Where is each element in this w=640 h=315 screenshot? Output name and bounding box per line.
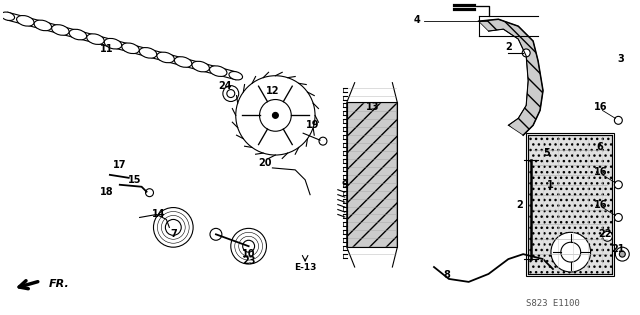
Ellipse shape (157, 52, 174, 63)
Text: 16: 16 (594, 102, 607, 112)
Ellipse shape (17, 15, 34, 26)
Text: FR.: FR. (49, 279, 69, 289)
Ellipse shape (69, 29, 86, 40)
Text: 9: 9 (341, 180, 348, 190)
Text: 20: 20 (259, 158, 272, 168)
Circle shape (223, 86, 239, 101)
Circle shape (231, 228, 266, 264)
Text: 7: 7 (170, 229, 177, 239)
Text: 22: 22 (598, 229, 612, 239)
Text: 3: 3 (617, 54, 624, 64)
FancyBboxPatch shape (526, 133, 614, 276)
Text: E-13: E-13 (294, 263, 316, 272)
Ellipse shape (140, 48, 157, 58)
Ellipse shape (1, 12, 15, 20)
Text: 23: 23 (242, 256, 255, 266)
Ellipse shape (34, 20, 52, 31)
Text: 11: 11 (100, 44, 114, 54)
Ellipse shape (104, 38, 122, 49)
Circle shape (319, 137, 327, 145)
Text: 16: 16 (594, 200, 607, 209)
Circle shape (602, 231, 612, 241)
Polygon shape (479, 19, 543, 135)
Ellipse shape (87, 34, 104, 44)
Circle shape (614, 214, 622, 221)
Circle shape (614, 181, 622, 189)
Text: 15: 15 (128, 175, 141, 185)
Circle shape (154, 208, 193, 247)
Circle shape (620, 251, 625, 257)
Ellipse shape (52, 25, 69, 35)
Text: 10: 10 (242, 249, 255, 259)
Ellipse shape (229, 72, 243, 80)
Circle shape (616, 247, 629, 261)
Circle shape (260, 100, 291, 131)
Text: 2: 2 (516, 200, 523, 209)
Polygon shape (347, 102, 397, 247)
Ellipse shape (175, 57, 192, 67)
Text: 16: 16 (594, 167, 607, 177)
Ellipse shape (209, 66, 227, 77)
Circle shape (210, 228, 222, 240)
Text: 17: 17 (113, 160, 127, 170)
Text: 18: 18 (100, 187, 114, 197)
Text: 12: 12 (266, 86, 279, 95)
Text: 6: 6 (596, 142, 603, 152)
Text: 1: 1 (547, 180, 554, 190)
Ellipse shape (192, 61, 209, 72)
Circle shape (522, 49, 530, 57)
Circle shape (614, 116, 622, 124)
Text: 14: 14 (152, 209, 165, 220)
Text: 4: 4 (414, 15, 420, 25)
Text: 5: 5 (543, 148, 550, 158)
Text: S823 E1100: S823 E1100 (526, 299, 580, 308)
Circle shape (145, 189, 154, 197)
Text: 2: 2 (505, 42, 512, 52)
Text: 19: 19 (307, 120, 320, 130)
Ellipse shape (122, 43, 140, 54)
Text: 21: 21 (612, 244, 625, 254)
Circle shape (273, 112, 278, 118)
Text: 13: 13 (366, 102, 380, 112)
Text: 8: 8 (444, 270, 451, 280)
Text: 24: 24 (218, 81, 232, 91)
FancyBboxPatch shape (528, 135, 612, 274)
Circle shape (551, 232, 591, 272)
